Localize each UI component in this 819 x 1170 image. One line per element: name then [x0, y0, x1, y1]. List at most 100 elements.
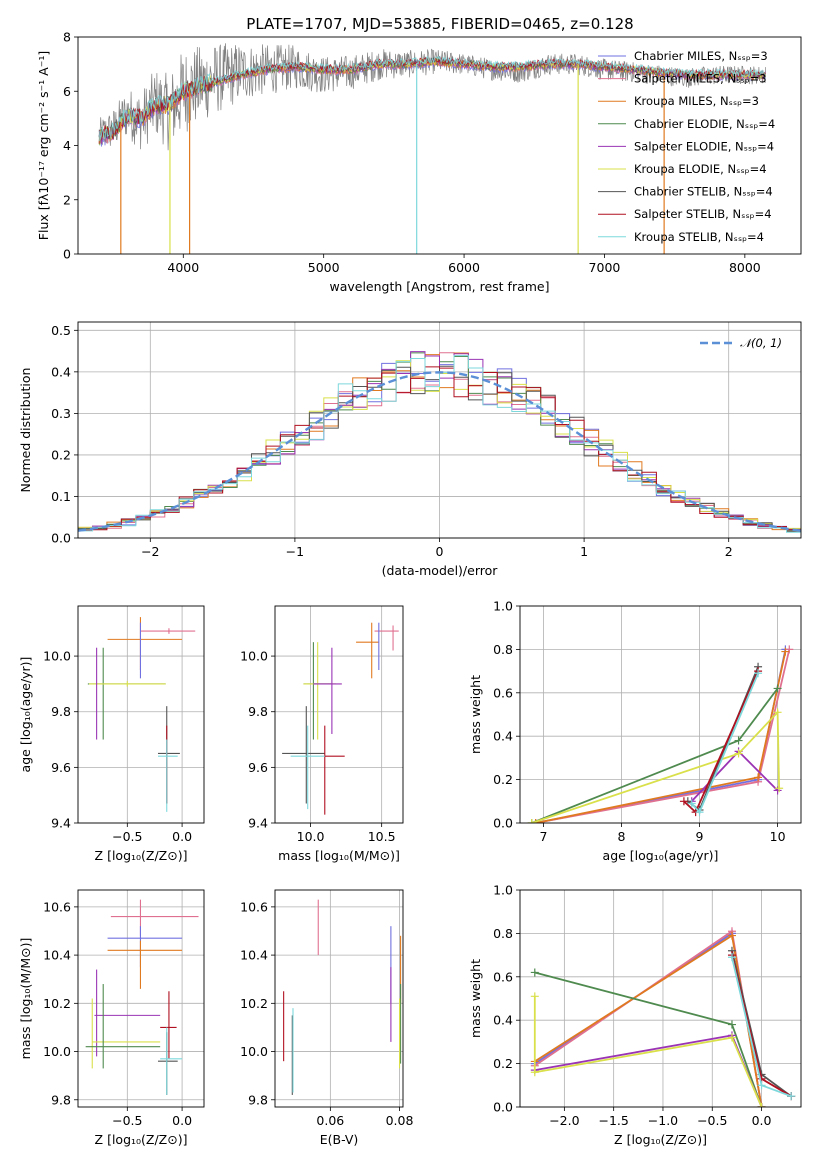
x-tick-label: 7000 — [589, 260, 621, 275]
legend-label-kroupa_stelib: Kroupa STELIB, Nₛₛₚ=4 — [634, 230, 764, 244]
axes-frame — [77, 605, 205, 824]
y-tick-label: 1.0 — [493, 599, 513, 614]
legend-label-chabrier_stelib: Chabrier STELIB, Nₛₛₚ=4 — [634, 185, 773, 199]
x-tick-label: −0.5 — [697, 1113, 727, 1128]
x-tick-label: −0.5 — [112, 829, 142, 844]
y-tick-label: 10.4 — [43, 948, 71, 963]
series-kroupa_elodie — [527, 708, 784, 823]
errorbar-chabrier_miles — [107, 926, 183, 968]
series-marker — [773, 684, 782, 693]
series-kroupa_stelib — [687, 669, 763, 817]
x-tick-label: 7 — [539, 829, 547, 844]
histogram-kroupa_stelib — [78, 355, 801, 533]
x-axis-label: Z [log₁₀(Z/Z⊙)] — [614, 1132, 707, 1147]
x-axis-label: mass [log₁₀(M/M⊙)] — [278, 848, 400, 863]
x-axis-label: Z [log₁₀(Z/Z⊙)] — [95, 848, 188, 863]
errorbar-kroupa_elodie — [303, 642, 337, 740]
y-tick-label: 0.4 — [493, 729, 513, 744]
errorbar-salpeter_miles — [110, 899, 199, 936]
errorbar-salpeter_miles — [374, 625, 399, 651]
y-tick-label: 10.6 — [43, 899, 71, 914]
errorbar-kroupa_elodie — [91, 998, 161, 1069]
series-marker — [785, 645, 794, 654]
series-marker — [727, 931, 736, 940]
errorbar-chabrier_stelib — [282, 706, 325, 804]
y-tick-label: 9.4 — [51, 816, 71, 831]
figure-title: PLATE=1707, MJD=53885, FIBERID=0465, z=0… — [246, 15, 633, 33]
axes-frame — [274, 889, 404, 1108]
y-tick-label: 10.0 — [43, 1044, 71, 1059]
x-axis-label: wavelength [Angstrom, rest frame] — [329, 279, 549, 294]
y-tick-label: 9.4 — [248, 816, 268, 831]
errorbar-kroupa_miles — [107, 940, 183, 989]
series-chabrier_elodie — [527, 684, 782, 823]
series-kroupa_miles — [530, 931, 766, 1107]
series-marker — [530, 968, 539, 977]
series-marker — [734, 749, 743, 758]
y-tick-label: 0.6 — [493, 685, 513, 700]
chart-residuals: −2 −1 0 1 2 0.0 0.1 0.2 0.3 0.4 0.5 (data-model)/er… — [18, 321, 802, 578]
x-axis-label: age [log₁₀(age/yr)] — [603, 848, 719, 863]
x-tick-label: 0 — [436, 544, 444, 559]
plot-area-age_vs_mass — [282, 622, 399, 815]
plot-area-residuals — [78, 351, 801, 533]
errorbar-chabrier_elodie — [87, 647, 166, 740]
series-marker — [727, 1033, 736, 1042]
series-marker — [734, 736, 743, 745]
x-tick-label: 2 — [725, 544, 733, 559]
y-tick-label: 2 — [63, 192, 71, 207]
series-marker — [781, 647, 790, 656]
y-tick-label: 0.4 — [51, 364, 71, 379]
errorbar-chabrier_stelib — [157, 1032, 178, 1095]
x-tick-label: −2 — [141, 544, 159, 559]
series-marker — [727, 953, 736, 962]
legend-label-salpeter_stelib: Salpeter STELIB, Nₛₛₚ=4 — [634, 207, 772, 221]
y-axis-label: mass weight — [468, 959, 483, 1038]
y-tick-label: 0.0 — [493, 1100, 513, 1115]
plot-area-spectrum — [98, 43, 766, 254]
y-tick-label: 0.2 — [51, 447, 71, 462]
gaussian-curve — [78, 371, 801, 532]
y-tick-label: 0.2 — [493, 772, 513, 787]
x-tick-label: 1 — [580, 544, 588, 559]
y-tick-label: 9.8 — [248, 704, 268, 719]
x-tick-label: −1 — [286, 544, 304, 559]
series-marker — [775, 784, 784, 793]
axes-frame — [519, 605, 802, 824]
errorbar-kroupa_miles — [356, 622, 379, 679]
spectrum-legend: Chabrier MILES, Nₛₛₚ=3 Salpeter MILES, Nₛ… — [598, 49, 775, 244]
y-tick-label: 0.3 — [51, 406, 71, 421]
legend-label-salpeter_miles: Salpeter MILES, Nₛₛₚ=3 — [634, 72, 767, 86]
y-tick-label: 0.0 — [51, 531, 71, 546]
y-tick-label: 0 — [63, 247, 71, 262]
y-tick-label: 0.6 — [493, 969, 513, 984]
series-line-kroupa_elodie — [533, 996, 763, 1107]
plot-area-mass_vs_Z — [85, 899, 199, 1095]
x-tick-label: 10 — [770, 829, 786, 844]
errorbar-chabrier_elodie — [85, 984, 161, 1069]
series-marker — [754, 773, 763, 782]
x-tick-label: 4000 — [167, 260, 199, 275]
y-tick-label: 9.6 — [248, 760, 268, 775]
y-tick-label: 6 — [63, 84, 71, 99]
legend-label-salpeter_elodie: Salpeter ELODIE, Nₛₛₚ=4 — [634, 139, 774, 153]
plot-area-age_vs_Z — [87, 617, 196, 812]
chart-mass_vs_Z: −0.5 0.0 9.8 10.0 10.2 10.4 10.6 Z [log₁₀(Z/Z⊙)… — [18, 889, 205, 1147]
errorbar-kroupa_elodie — [88, 681, 166, 687]
x-tick-label: 0.06 — [316, 1113, 344, 1128]
series-marker — [754, 669, 763, 678]
legend-label-chabrier_miles: Chabrier MILES, Nₛₛₚ=3 — [634, 49, 768, 63]
residual-legend: 𝒩(0, 1) — [700, 336, 782, 350]
x-tick-label: −0.5 — [112, 1113, 142, 1128]
series-kroupa_stelib — [727, 953, 796, 1101]
y-tick-label: 0.1 — [51, 489, 71, 504]
x-tick-label: 0.0 — [172, 829, 192, 844]
y-tick-label: 0.2 — [493, 1056, 513, 1071]
y-tick-label: 9.8 — [248, 1092, 268, 1107]
x-tick-label: 5000 — [308, 260, 340, 275]
x-tick-label: 8 — [617, 829, 625, 844]
y-tick-label: 0.8 — [493, 926, 513, 941]
chart-weight_vs_age: 7 8 9 10 0.0 0.2 0.4 0.6 0.8 1.0 age [log₁₀(age/yr… — [468, 599, 802, 863]
axes-frame — [77, 36, 802, 255]
series-marker — [757, 1103, 766, 1107]
